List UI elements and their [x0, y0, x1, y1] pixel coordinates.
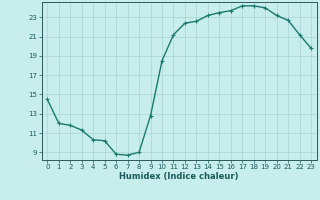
X-axis label: Humidex (Indice chaleur): Humidex (Indice chaleur) [119, 172, 239, 181]
